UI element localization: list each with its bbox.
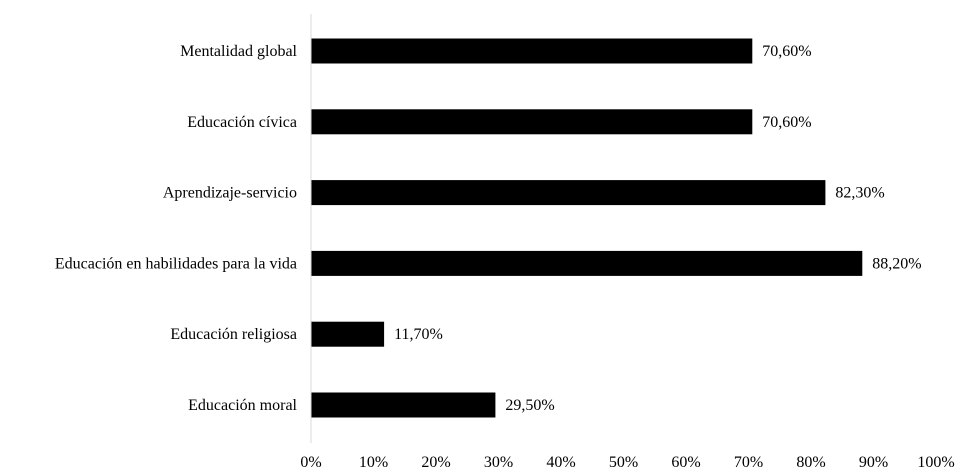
category-label: Aprendizaje-servicio — [163, 185, 297, 202]
category-label: Educación moral — [188, 397, 297, 414]
x-tick-labels-group: 0% 10% 20% 30% 40% 50% 60% 70% 80% 90% 100% — [300, 454, 954, 470]
bar — [311, 250, 863, 276]
x-tick-label: 10% — [359, 454, 388, 470]
x-tick-label: 40% — [546, 454, 575, 470]
x-tick-label: 0% — [300, 454, 321, 470]
value-label: 11,70% — [394, 326, 443, 343]
category-labels-group: Mentalidad global Educación cívica Aprendi… — [55, 43, 298, 414]
x-tick-label: 100% — [917, 454, 954, 470]
value-labels-group: 70,60% 70,60% 82,30% 88,20% 11,70% 29,50% — [394, 43, 922, 414]
bar — [311, 392, 496, 418]
bar — [311, 321, 385, 347]
x-tick-label: 80% — [796, 454, 825, 470]
category-label: Educación cívica — [187, 114, 297, 131]
bars-group — [311, 38, 863, 418]
category-label: Educación en habilidades para la vida — [55, 255, 297, 272]
bar — [311, 109, 753, 135]
x-tick-label: 90% — [859, 454, 888, 470]
category-label: Educación religiosa — [170, 326, 297, 343]
x-tick-label: 50% — [609, 454, 638, 470]
value-label: 29,50% — [505, 397, 554, 414]
bar — [311, 180, 826, 206]
value-label: 70,60% — [762, 43, 811, 60]
x-tick-label: 30% — [484, 454, 513, 470]
x-tick-label: 70% — [734, 454, 763, 470]
bar — [311, 38, 753, 64]
x-tick-label: 60% — [671, 454, 700, 470]
value-label: 88,20% — [872, 255, 921, 272]
value-label: 82,30% — [835, 185, 884, 202]
category-label: Mentalidad global — [180, 43, 297, 60]
x-tick-label: 20% — [421, 454, 450, 470]
value-label: 70,60% — [762, 114, 811, 131]
